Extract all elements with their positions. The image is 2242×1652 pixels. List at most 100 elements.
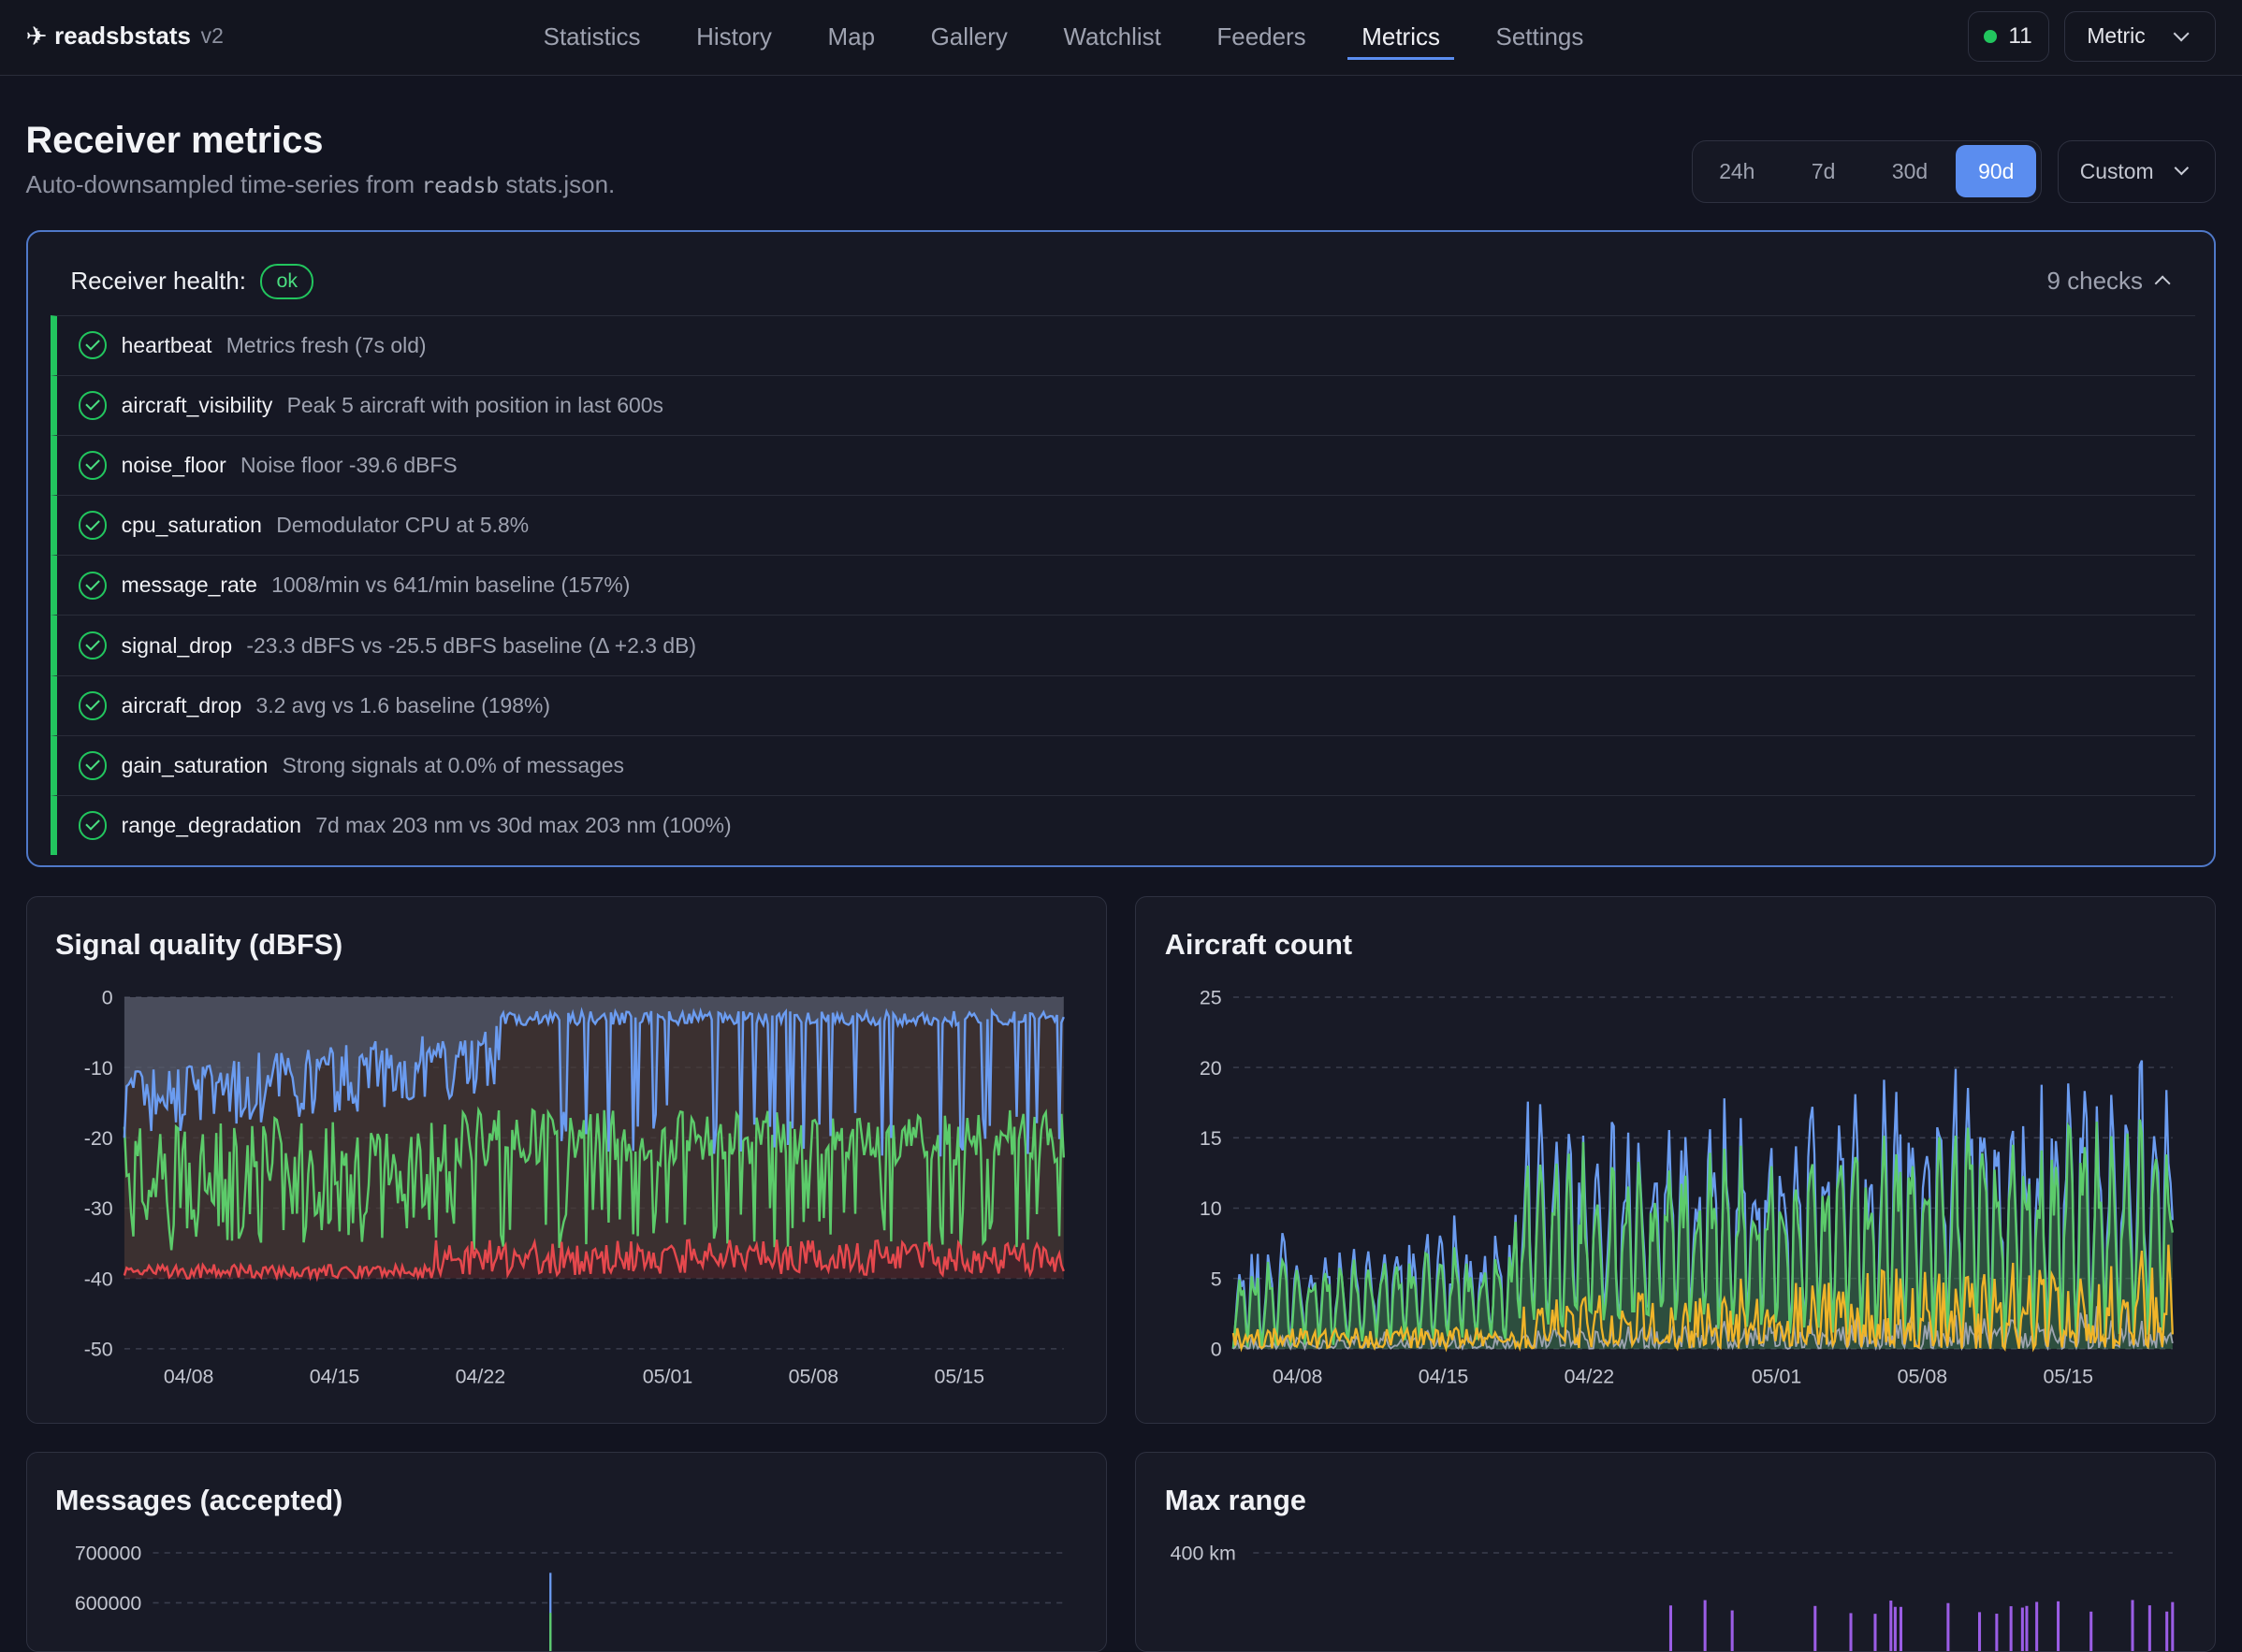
check-detail: -23.3 dBFS vs -25.5 dBFS baseline (Δ +2.… [246,632,697,658]
y-tick-label: 10 [1200,1197,1222,1220]
nav-feeders[interactable]: Feeders [1216,22,1306,51]
nav-settings[interactable]: Settings [1495,22,1584,51]
check-name: cpu_saturation [121,513,262,538]
page-title: Receiver metrics [25,120,324,162]
chevron-down-icon [2174,160,2190,175]
check-detail: 3.2 avg vs 1.6 baseline (198%) [255,692,551,717]
x-tick-label: 05/01 [1752,1366,1802,1388]
nav-gallery[interactable]: Gallery [930,22,1008,51]
app-brand[interactable]: ✈ readsbstats v2 [26,22,224,51]
check-name: aircraft_drop [121,692,242,717]
subtitle-text: Auto-downsampled time-series from [25,169,415,198]
x-tick-label: 04/15 [1419,1366,1469,1388]
check-detail: Strong signals at 0.0% of messages [282,752,625,777]
chevron-up-icon [2154,275,2172,292]
checks-toggle[interactable]: 9 checks [2046,266,2172,296]
check-name: signal_drop [121,632,233,658]
status-badge: ok [260,263,314,299]
check-name: gain_saturation [121,752,269,777]
main-nav: Statistics History Map Gallery Watchlist… [544,0,1639,76]
check-name: noise_floor [121,453,226,478]
custom-range-label: Custom [2079,158,2154,183]
signal-quality-card: Signal quality (dBFS) 0 -10 -20 -30 -40 -50 04… [25,896,1107,1424]
check-circle-icon [78,330,108,360]
range-24h-button[interactable]: 24h [1719,158,1755,183]
status-dot-icon [1984,30,1998,43]
x-tick-label: 05/15 [934,1366,983,1388]
range-90d-button[interactable]: 90d [1956,145,2037,198]
messages-card: Messages (accepted) 700000 600000 [25,1452,1107,1652]
health-check-row: aircraft_drop 3.2 avg vs 1.6 baseline (19… [50,674,2195,735]
series-line-blue [123,1007,1065,1157]
x-tick-label: 04/08 [1273,1366,1323,1388]
check-circle-icon [78,451,108,480]
x-tick-label: 04/15 [309,1366,359,1388]
y-tick-label: 5 [1211,1268,1222,1290]
health-check-row: cpu_saturation Demodulator CPU at 5.8% [50,495,2195,556]
live-status-pill[interactable]: 11 [1967,11,2049,62]
check-detail: 7d max 203 nm vs 30d max 203 nm (100%) [315,813,732,838]
health-label: Receiver health: [70,267,246,296]
signal-quality-chart[interactable]: 0 -10 -20 -30 -40 -50 04/08 04/15 04/22 05/01 05/0… [27,897,1107,1424]
nav-metrics[interactable]: Metrics [1347,0,1454,76]
y-tick-label: -20 [83,1127,112,1150]
nav-map[interactable]: Map [827,22,876,51]
receiver-health-card: Receiver health: ok 9 checks heartbeat Me… [25,230,2217,868]
custom-range-button[interactable]: Custom [2057,139,2217,203]
nav-history[interactable]: History [696,22,772,51]
check-circle-icon [78,391,108,420]
messages-chart[interactable]: 700000 600000 [27,1453,1107,1652]
health-check-row: gain_saturation Strong signals at 0.0% of… [50,734,2195,795]
top-bar: ✈ readsbstats v2 Statistics History Map … [0,0,2242,76]
y-tick-label: 700000 [74,1543,140,1565]
nav-statistics[interactable]: Statistics [543,22,641,51]
check-circle-icon [78,630,108,660]
y-tick-label: 15 [1200,1127,1222,1150]
y-tick-label: 400 km [1171,1543,1236,1565]
x-tick-label: 05/08 [1898,1366,1947,1388]
chart-title: Aircraft count [1164,928,1353,961]
checks-count-label: 9 checks [2046,266,2144,295]
series-line-red [123,1238,1065,1282]
x-tick-label: 05/15 [2044,1366,2094,1388]
app-version: v2 [200,23,224,49]
unit-select[interactable]: Metric [2064,11,2217,62]
check-detail: Metrics fresh (7s old) [226,332,427,357]
live-count: 11 [2008,22,2032,49]
check-circle-icon [78,690,108,720]
health-check-row: message_rate 1008/min vs 641/min baseline… [50,555,2195,616]
subtitle-code: readsb [421,173,500,198]
subtitle-text-end: stats.json. [505,169,616,198]
x-tick-label: 04/22 [455,1366,505,1388]
nav-watchlist[interactable]: Watchlist [1063,22,1161,51]
unit-select-value: Metric [2087,23,2146,49]
y-tick-label: 0 [101,987,112,1009]
time-range-selector: 24h 7d 30d 90d [1691,139,2042,203]
x-tick-label: 04/22 [1565,1366,1615,1388]
y-tick-label: 0 [1211,1339,1222,1361]
range-30d-button[interactable]: 30d [1891,158,1929,183]
range-7d-button[interactable]: 7d [1811,158,1836,183]
check-detail: Noise floor -39.6 dBFS [240,453,458,478]
y-tick-label: -10 [83,1057,112,1080]
series-line-green [1231,1119,2175,1350]
check-name: range_degradation [121,813,301,838]
x-tick-label: 05/01 [642,1366,692,1388]
y-tick-label: -40 [83,1268,112,1290]
max-range-chart[interactable]: 400 km [1136,1453,2216,1652]
series-line-green [123,1106,1065,1251]
aircraft-count-chart[interactable]: 25 20 15 10 5 0 04/08 04/15 04/22 05/01 05/08 05/15 [1136,897,2216,1424]
x-tick-label: 05/08 [788,1366,837,1388]
y-tick-label: 20 [1200,1057,1222,1080]
y-tick-label: 600000 [74,1593,140,1616]
check-name: heartbeat [121,332,212,357]
health-check-row: signal_drop -23.3 dBFS vs -25.5 dBFS base… [50,615,2195,675]
y-tick-label: 25 [1200,987,1222,1009]
check-name: message_rate [121,572,257,598]
health-check-row: aircraft_visibility Peak 5 aircraft with … [50,374,2195,435]
chart-title: Messages (accepted) [55,1485,343,1517]
airplane-icon: ✈ [25,21,48,51]
health-header: Receiver health: ok [70,263,314,299]
health-check-row: range_degradation 7d max 203 nm vs 30d ma… [50,794,2195,856]
check-circle-icon [78,751,108,780]
